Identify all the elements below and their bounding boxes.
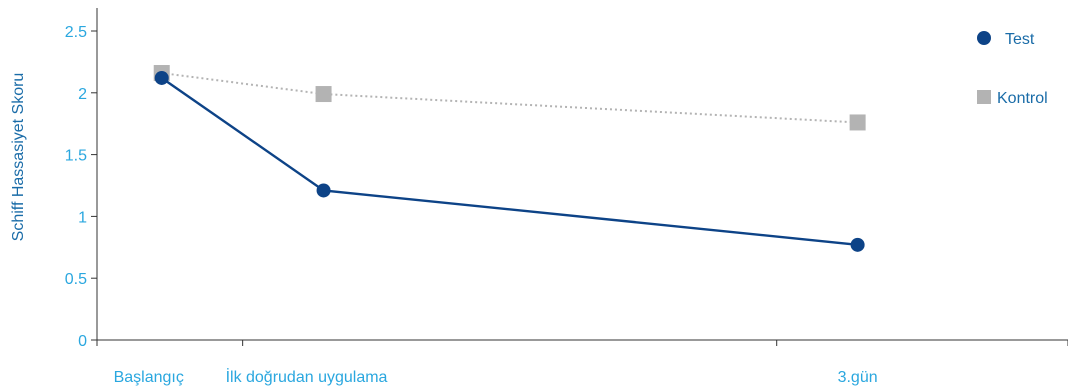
x-tick-label: Başlangıç xyxy=(114,369,184,386)
data-point xyxy=(315,86,332,103)
axes xyxy=(96,8,1068,341)
y-tick-label: 2 xyxy=(78,86,87,103)
y-tick-label: 0 xyxy=(78,333,87,350)
x-tick-label: İlk doğrudan uygulama xyxy=(226,367,388,386)
y-tick-label: 1 xyxy=(78,209,87,226)
legend-label: Test xyxy=(1005,31,1035,48)
legend-marker xyxy=(977,90,991,104)
legend-label: Kontrol xyxy=(997,90,1048,107)
series-group xyxy=(153,65,866,252)
series-line xyxy=(161,76,858,247)
legend-item: Test xyxy=(977,31,1035,48)
series-line xyxy=(161,72,858,124)
y-ticks: 0 0.5 1 1.5 2 2.5 xyxy=(65,24,97,350)
series-test xyxy=(154,70,865,252)
legend: Test Kontrol xyxy=(977,31,1048,107)
y-tick-label: 0.5 xyxy=(65,271,87,288)
data-point xyxy=(849,114,866,131)
x-ticks: Başlangıç İlk doğrudan uygulama 3.gün xyxy=(96,340,1068,386)
legend-marker xyxy=(977,31,991,45)
series-kontrol xyxy=(153,65,866,131)
data-point xyxy=(850,237,865,252)
y-tick-label: 1.5 xyxy=(65,148,87,165)
legend-item: Kontrol xyxy=(977,90,1048,107)
data-point xyxy=(154,70,169,85)
x-tick-label: 3.gün xyxy=(838,369,878,386)
y-tick-label: 2.5 xyxy=(65,24,87,41)
data-point xyxy=(316,183,331,198)
y-axis-title: Schiff Hassasiyet Skoru xyxy=(10,73,27,242)
